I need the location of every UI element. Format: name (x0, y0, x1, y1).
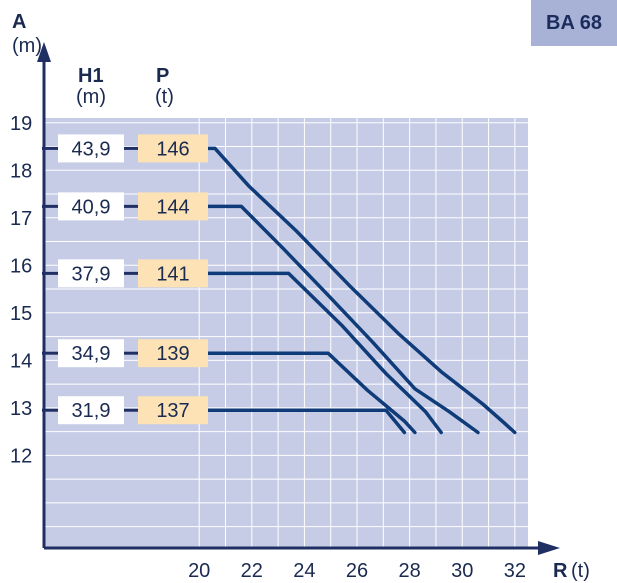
y-tick-label: 15 (10, 303, 32, 325)
p-box (138, 339, 208, 368)
x-tick-label: 20 (188, 560, 210, 582)
y-axis-arrow (37, 42, 51, 62)
column-header-p: P (156, 65, 169, 87)
series-line (197, 351, 417, 435)
x-axis-title: R (553, 560, 568, 582)
series-line (197, 408, 407, 435)
x-tick-label: 22 (241, 560, 263, 582)
y-tick-label: 19 (10, 113, 32, 135)
column-unit-h1: (m) (76, 86, 106, 108)
h1-box (58, 339, 124, 368)
h1-box (58, 396, 124, 425)
p-value: 137 (156, 400, 189, 422)
p-box (138, 259, 208, 288)
h1-value: 40,9 (72, 196, 111, 218)
axes (37, 42, 560, 555)
series-line (197, 146, 517, 435)
x-tick-label: 32 (504, 560, 526, 582)
series-line (197, 271, 443, 435)
y-tick-label: 18 (10, 160, 32, 182)
column-unit-p: (t) (155, 86, 174, 108)
p-value: 141 (156, 263, 189, 285)
h1-box (58, 259, 124, 288)
h1-box (58, 134, 124, 163)
column-header-h1: H1 (78, 65, 104, 87)
y-tick-label: 14 (10, 350, 32, 372)
x-axis-arrow (538, 541, 560, 555)
y-tick-label: 16 (10, 255, 32, 277)
h1-value: 37,9 (72, 263, 111, 285)
h1-value: 43,9 (72, 138, 111, 160)
x-tick-label: 30 (451, 560, 473, 582)
p-box (138, 396, 208, 425)
x-tick-label: 24 (293, 560, 315, 582)
y-axis-unit: (m) (12, 35, 42, 57)
p-box (138, 134, 208, 163)
h1-value: 34,9 (72, 343, 111, 365)
h1-value: 31,9 (72, 400, 111, 422)
x-axis-unit: (t) (571, 560, 590, 582)
plot-background (44, 118, 528, 548)
p-box (138, 192, 208, 221)
p-value: 144 (156, 196, 189, 218)
x-tick-label: 26 (346, 560, 368, 582)
grid-lines (44, 118, 528, 548)
model-badge: BA 68 (531, 0, 617, 46)
x-tick-label: 28 (399, 560, 421, 582)
h1-box (58, 192, 124, 221)
tick-labels: 20 22 24 26 28 30 32 12 13 14 15 16 17 18 19 (10, 113, 526, 582)
p-value: 146 (156, 138, 189, 160)
curves (197, 146, 517, 435)
y-tick-label: 13 (10, 398, 32, 420)
y-tick-label: 12 (10, 445, 32, 467)
series-line (197, 204, 480, 435)
p-value: 139 (156, 343, 189, 365)
y-tick-label: 17 (10, 208, 32, 230)
value-rows: 43,9 146 40,9 144 37,9 141 34,9 139 31,9 137 (42, 134, 208, 425)
y-axis-title: A (12, 11, 26, 33)
